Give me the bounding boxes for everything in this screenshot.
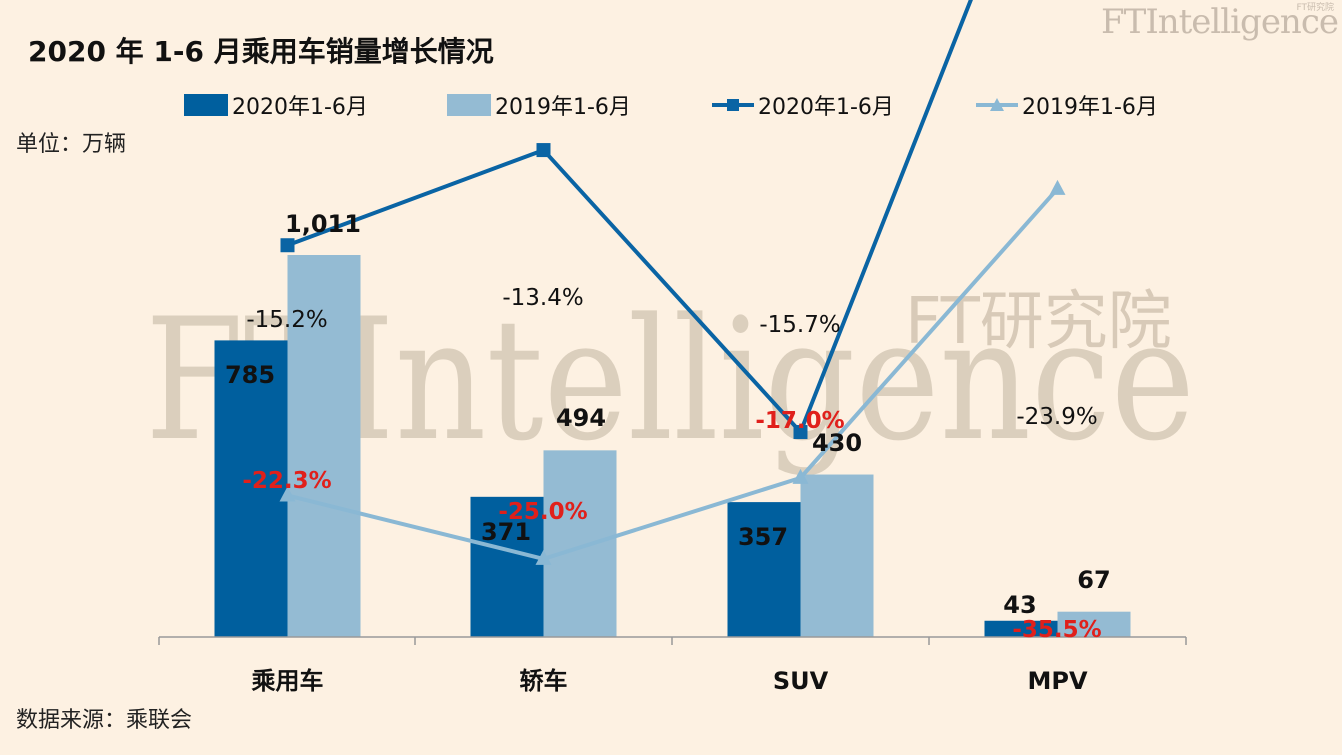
- growth-label-2019-0: -15.2%: [246, 307, 327, 333]
- growth-label-2020-3: -35.5%: [1012, 617, 1101, 643]
- watermark-subtext: FT研究院: [905, 285, 1172, 359]
- legend-label: 2019年1-6月: [495, 95, 631, 120]
- bar-2019-2: [800, 474, 874, 637]
- bar-label-2019-3: 67: [1077, 566, 1110, 594]
- category-label-3: MPV: [1027, 667, 1087, 695]
- marker-2020-1: [536, 143, 551, 158]
- marker-2020-0: [280, 238, 295, 253]
- source-label: 数据来源：乘联会: [16, 708, 193, 733]
- bar-2020-2: [727, 502, 801, 637]
- legend-swatch-bar-2019: [447, 94, 491, 116]
- legend-item-line-2019: 2019年1-6月: [976, 88, 1158, 122]
- bar-label-2019-0: 1,011: [285, 210, 361, 238]
- growth-label-2019-2: -15.7%: [759, 312, 840, 338]
- chart-title: 2020 年 1-6 月乘用车销量增长情况: [28, 35, 494, 68]
- bar-2020-0: [214, 340, 288, 637]
- marker-2020-2: [793, 425, 808, 440]
- bar-label-2019-2: 430: [812, 429, 862, 457]
- bar-2019-0: [287, 255, 361, 637]
- growth-label-2019-3: -23.9%: [1016, 404, 1097, 430]
- legend-item-bar-2019: 2019年1-6月: [447, 88, 631, 122]
- marker-2019-3: [1049, 179, 1066, 195]
- growth-label-2019-1: -13.4%: [502, 285, 583, 311]
- legend-line-2020-icon: [712, 94, 754, 116]
- growth-label-2020-0: -22.3%: [242, 468, 331, 494]
- line-2020-growth: [286, 0, 973, 436]
- category-label-0: 乘用车: [251, 667, 324, 695]
- legend-swatch-bar-2020: [184, 94, 228, 116]
- bar-2019-3: [1057, 611, 1131, 637]
- growth-label-2020-1: -25.0%: [498, 499, 587, 525]
- brand-logo: FTIntelligence: [1101, 2, 1339, 42]
- legend-line-2019-icon: [976, 94, 1018, 116]
- bar-label-2020-3: 43: [1003, 591, 1036, 619]
- legend-label: 2020年1-6月: [232, 95, 368, 120]
- marker-2019-2: [792, 468, 809, 484]
- growth-label-2020-2: -17.0%: [755, 408, 844, 434]
- legend-label: 2020年1-6月: [758, 95, 894, 120]
- brand-logo-sub: FT研究院: [1296, 3, 1334, 13]
- bar-label-2020-0: 785: [225, 361, 275, 389]
- category-label-1: 轿车: [520, 667, 568, 695]
- bar-2020-1: [470, 496, 544, 637]
- category-label-2: SUV: [773, 667, 829, 695]
- legend-item-bar-2020: 2020年1-6月: [184, 88, 368, 122]
- bar-label-2020-1: 371: [481, 518, 531, 546]
- marker-2019-1: [535, 549, 552, 565]
- line-2019-growth: [287, 187, 1059, 561]
- bar-2019-1: [543, 450, 617, 637]
- legend-item-line-2020: 2020年1-6月: [712, 88, 894, 122]
- legend-label: 2019年1-6月: [1022, 95, 1158, 120]
- marker-2019-0: [279, 486, 296, 502]
- bar-label-2020-2: 357: [738, 523, 788, 551]
- bar-2020-3: [984, 620, 1058, 637]
- unit-label: 单位：万辆: [16, 132, 127, 157]
- legend: 2020年1-6月 2019年1-6月 2020年1-6月 2019年1-6月: [0, 88, 1342, 122]
- bar-label-2019-1: 494: [556, 404, 606, 432]
